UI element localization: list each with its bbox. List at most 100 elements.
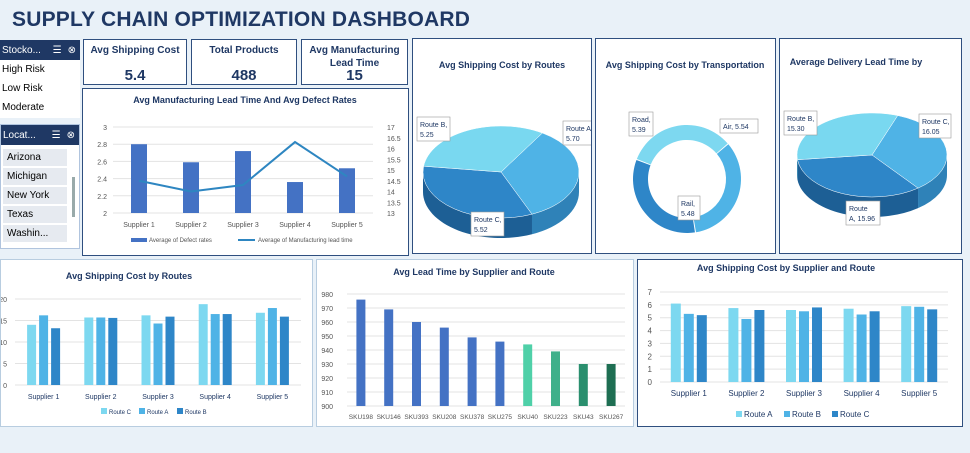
bar bbox=[683, 313, 694, 382]
bar bbox=[786, 310, 796, 382]
bar bbox=[843, 308, 854, 382]
bar-sku bbox=[495, 341, 505, 406]
slicer-item-new-york[interactable]: New York bbox=[3, 187, 67, 205]
chart-panel-donut-transport: Avg Shipping Cost by Transportation Air, … bbox=[595, 38, 776, 254]
y2-tick-label: 15.5 bbox=[387, 157, 401, 164]
x-tick-label: Supplier 3 bbox=[786, 389, 823, 398]
slicer-item-high-risk[interactable]: High Risk bbox=[0, 60, 80, 79]
slicer-item-arizona[interactable]: Arizona bbox=[3, 149, 67, 167]
pie-label: Route B, bbox=[420, 122, 447, 129]
bar bbox=[696, 315, 707, 382]
chart-panel-routes-supplier: Avg Shipping Cost by Routes 20 15 10 5 0 Suppl… bbox=[0, 259, 313, 427]
shipping-cost-routes-pie: Avg Shipping Cost by Routes Route A, 5.70 R… bbox=[416, 60, 597, 238]
bar-sku bbox=[356, 299, 366, 406]
donut-label: Rail, bbox=[681, 201, 695, 208]
y-tick-label: 2.2 bbox=[97, 194, 107, 201]
donut-slice bbox=[636, 125, 728, 165]
bar-sku bbox=[578, 364, 588, 406]
chart-panel-pie-delivery: Average Delivery Lead Time by Route C, 16.… bbox=[779, 38, 962, 254]
x-tick-label: Supplier 3 bbox=[142, 394, 174, 401]
clear-filter-icon[interactable]: ⊗ bbox=[66, 129, 75, 141]
chart-panel-mfg-defect: Avg Manufacturing Lead Time And Avg Defe… bbox=[82, 88, 409, 256]
kpi-avg-shipping-cost: Avg Shipping Cost 5.4 bbox=[83, 39, 187, 85]
y-tick-label: 0 bbox=[648, 378, 653, 387]
multi-select-icon[interactable]: ☰ bbox=[52, 44, 62, 56]
kpi-label: Avg Shipping Cost bbox=[90, 45, 180, 56]
pie-label-box bbox=[845, 200, 881, 226]
y-tick-label: 920 bbox=[321, 376, 333, 383]
legend-label: Route B bbox=[185, 410, 207, 416]
clear-filter-icon[interactable]: ⊗ bbox=[67, 44, 76, 56]
bar-sku bbox=[551, 351, 560, 406]
location-slicer-title: Locat... bbox=[3, 129, 36, 141]
pie-label: 16.05 bbox=[922, 129, 940, 136]
pie-slice-side bbox=[797, 159, 919, 218]
chart-title: Avg Manufacturing Lead Time And Avg Defe… bbox=[133, 95, 357, 105]
pie-label: Route C, bbox=[922, 119, 950, 126]
donut-slice bbox=[633, 159, 695, 234]
y2-tick-label: 13.5 bbox=[387, 200, 401, 207]
donut-label: Road, bbox=[632, 117, 651, 124]
legend-label: Average of Defect rates bbox=[149, 238, 212, 244]
line-mfg-lead-time bbox=[138, 140, 348, 193]
routes-by-supplier-chart: Avg Shipping Cost by Routes 20 15 10 5 0 Suppl… bbox=[0, 271, 301, 416]
bar bbox=[39, 315, 49, 385]
location-slicer-header: Locat... ☰ ⊗ bbox=[1, 125, 79, 145]
bar-sku bbox=[606, 364, 616, 406]
slicer-item-moderate[interactable]: Moderate bbox=[0, 98, 80, 117]
pie-slice-side bbox=[423, 172, 532, 238]
x-tick-label: Supplier 1 bbox=[671, 389, 708, 398]
kpi-avg-manufacturing-lead-time: Avg Manufacturing Lead Time 15 bbox=[301, 39, 408, 85]
chart-title: Avg Shipping Cost by Transportation bbox=[606, 60, 765, 70]
slicer-item-michigan[interactable]: Michigan bbox=[3, 168, 67, 186]
x-tick-label: SKU378 bbox=[460, 414, 485, 421]
legend-label: Average of Manufacturing lead time bbox=[258, 238, 353, 244]
x-tick-label: Supplier 2 bbox=[728, 389, 765, 398]
legend-label: Route C bbox=[840, 410, 870, 419]
y-tick-label: 7 bbox=[648, 288, 653, 297]
y-tick-label: 5 bbox=[3, 362, 7, 369]
lead-time-sku-chart: Avg Lead Time by Supplier and Route 980 97… bbox=[321, 267, 625, 421]
bar bbox=[84, 317, 94, 385]
pie-label-box bbox=[470, 211, 505, 237]
y-tick-label: 10 bbox=[1, 340, 7, 347]
y-tick-label: 2.4 bbox=[97, 177, 107, 184]
chart-title: Avg Shipping Cost by Routes bbox=[66, 271, 192, 281]
slicer-scrollbar[interactable] bbox=[72, 177, 75, 217]
x-tick-label: Supplier 3 bbox=[227, 222, 259, 229]
bar-defect-rate bbox=[287, 182, 303, 213]
kpi-value: 15 bbox=[346, 67, 363, 84]
pie-label-box bbox=[783, 110, 818, 136]
bar-sku bbox=[412, 322, 421, 406]
x-tick-label: SKU223 bbox=[543, 414, 568, 421]
y-tick-label: 950 bbox=[321, 334, 333, 341]
x-tick-label: Supplier 2 bbox=[175, 222, 207, 229]
kpi-label: Avg Manufacturing Lead Time bbox=[309, 45, 400, 69]
y-tick-label: 1 bbox=[648, 365, 653, 374]
chart-title: Average Delivery Lead Time by bbox=[790, 57, 923, 67]
pie-slice-side bbox=[918, 155, 947, 209]
donut-label-box bbox=[719, 118, 759, 134]
x-tick-label: SKU40 bbox=[517, 414, 538, 421]
bar bbox=[198, 304, 208, 385]
x-tick-label: SKU275 bbox=[488, 414, 513, 421]
pie-label: 5.70 bbox=[566, 136, 580, 143]
slicer-item-low-risk[interactable]: Low Risk bbox=[0, 79, 80, 98]
bar bbox=[108, 317, 118, 385]
multi-select-icon[interactable]: ☰ bbox=[51, 129, 61, 141]
bar-defect-rate bbox=[339, 168, 355, 213]
dashboard-title: SUPPLY CHAIN OPTIMIZATION DASHBOARD bbox=[12, 8, 471, 31]
chart-panel-pie-routes: Avg Shipping Cost by Routes Route A, 5.70 R… bbox=[412, 38, 597, 254]
legend-swatch bbox=[177, 408, 183, 414]
pie-label-box bbox=[562, 120, 597, 146]
bar bbox=[222, 314, 232, 385]
y-tick-label: 0 bbox=[3, 383, 7, 390]
slicer-item-texas[interactable]: Texas bbox=[3, 206, 67, 224]
bar bbox=[670, 303, 681, 382]
stock-slicer-header: Stocko... ☰ ⊗ bbox=[0, 40, 80, 60]
x-tick-label: SKU198 bbox=[349, 414, 374, 421]
x-tick-label: Supplier 2 bbox=[85, 394, 117, 401]
slicer-item-washington[interactable]: Washin... bbox=[3, 225, 67, 243]
x-tick-label: Supplier 1 bbox=[123, 222, 155, 229]
bar bbox=[901, 306, 912, 382]
